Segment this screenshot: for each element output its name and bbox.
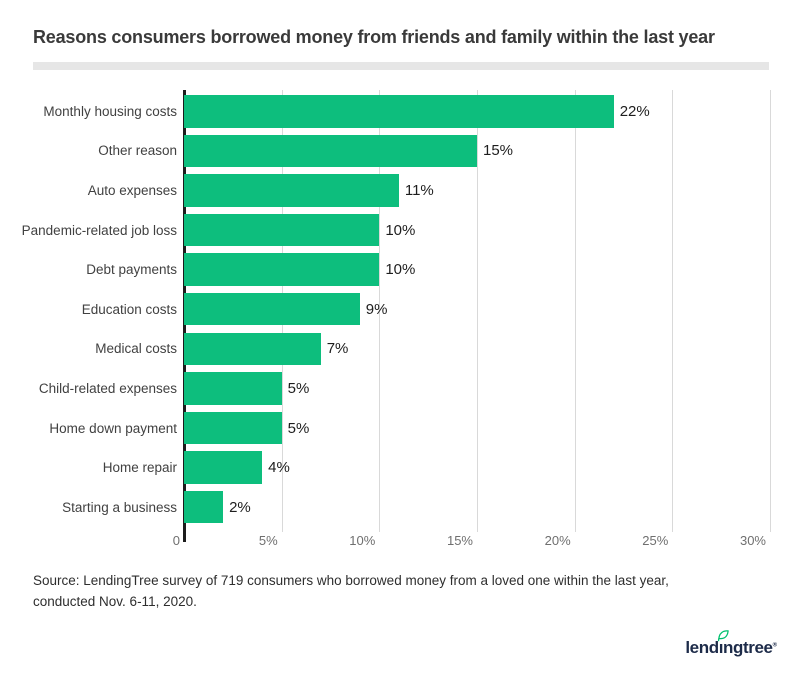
bar-track: 9% — [184, 292, 770, 326]
category-label: Home down payment — [49, 420, 177, 436]
bar-track: 22% — [184, 95, 770, 128]
bar — [184, 451, 263, 484]
gridline — [574, 90, 576, 532]
x-tick-label: 20% — [544, 533, 571, 548]
x-tick-label: 0 — [172, 533, 180, 548]
bar-row: Debt payments 10% — [0, 253, 800, 286]
gridline — [770, 90, 771, 532]
x-axis-ticks: 0 5% 10% 15% 20% 25% 30% — [173, 533, 770, 551]
bar-track: 2% — [184, 490, 770, 524]
x-tick-label: 30% — [739, 533, 766, 548]
value-label: 4% — [268, 459, 290, 477]
bar-track: 11% — [184, 174, 770, 207]
title-divider — [33, 62, 769, 70]
bar — [184, 292, 360, 326]
logo-text-ngtree: ngtree — [723, 638, 773, 657]
value-label: 15% — [483, 142, 514, 160]
value-label: 2% — [229, 498, 251, 516]
category-label: Auto expenses — [87, 182, 177, 198]
category-label: Debt payments — [86, 262, 177, 278]
bar-row: Starting a business 2% — [0, 490, 800, 524]
bar — [184, 95, 614, 128]
value-label: 9% — [365, 300, 388, 318]
lendingtree-logo: lendı ngtree® — [685, 630, 777, 658]
x-tick-label: 15% — [446, 533, 473, 548]
bar-track: 15% — [184, 134, 770, 168]
category-label: Home repair — [102, 460, 177, 476]
bar-row: Other reason 15% — [0, 134, 800, 168]
bar-row: Medical costs 7% — [0, 332, 800, 366]
bar-row: Monthly housing costs 22% — [0, 95, 800, 128]
bar — [184, 174, 399, 207]
bar-track: 10% — [184, 213, 770, 247]
logo-letter-i: ı — [717, 630, 729, 658]
source-note: Source: LendingTree survey of 719 consum… — [33, 573, 669, 609]
category-label: Monthly housing costs — [43, 103, 177, 119]
category-label: Child-related expenses — [38, 380, 177, 396]
bar — [184, 411, 282, 445]
value-label: 7% — [326, 340, 349, 358]
x-tick-label: 10% — [349, 533, 376, 548]
category-label: Medical costs — [95, 341, 177, 357]
x-tick-label: 25% — [642, 533, 669, 548]
x-tick-label: 5% — [258, 533, 278, 548]
bar-track: 10% — [184, 253, 770, 286]
chart-title: Reasons consumers borrowed money from fr… — [33, 27, 715, 47]
gridline — [379, 90, 381, 532]
bar-track: 5% — [184, 411, 770, 445]
bar-row: Education costs 9% — [0, 292, 800, 326]
category-label: Other reason — [98, 143, 177, 159]
gridline — [672, 90, 674, 532]
value-label: 5% — [287, 419, 310, 437]
leaf-icon — [717, 630, 729, 642]
bar-track: 4% — [184, 451, 770, 484]
category-label: Pandemic-related job loss — [21, 222, 177, 238]
bar — [184, 213, 380, 247]
bar — [184, 490, 224, 524]
category-label: Starting a business — [62, 499, 177, 515]
bar-row: Pandemic-related job loss 10% — [0, 213, 800, 247]
logo-trademark: ® — [772, 642, 777, 649]
bar-row: Auto expenses 11% — [0, 174, 800, 207]
bar — [184, 134, 477, 168]
bar — [184, 372, 282, 405]
bar-track: 5% — [184, 372, 770, 405]
category-label: Education costs — [81, 301, 177, 317]
value-label: 10% — [385, 221, 416, 239]
logo-text-lend: lend — [685, 638, 719, 657]
bar-track: 7% — [184, 332, 770, 366]
bar-row: Home down payment 5% — [0, 411, 800, 445]
logo-dotless-i: ı — [718, 638, 724, 657]
bar — [184, 332, 321, 366]
value-label: 11% — [404, 181, 434, 199]
value-label: 22% — [619, 102, 650, 120]
value-label: 10% — [385, 261, 416, 279]
bar-row: Home repair 4% — [0, 451, 800, 484]
gridline — [477, 90, 478, 532]
bar-row: Child-related expenses 5% — [0, 372, 800, 405]
bar — [184, 253, 380, 286]
bar-rows: Monthly housing costs 22% Other reason 15% A… — [0, 95, 800, 524]
value-label: 5% — [287, 379, 310, 397]
